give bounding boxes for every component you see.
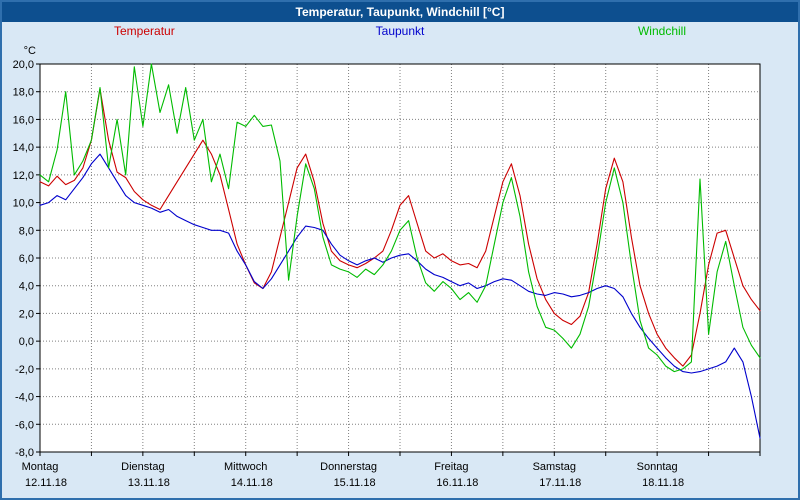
line-chart: 20,0 18,0 16,0 14,0 12,0 10,0 8,0 6,0 4,0 2,0 0,0 -… [13,45,761,489]
svg-text:°C: °C [24,45,36,57]
svg-text:8,0: 8,0 [19,225,34,237]
svg-text:12.11.18: 12.11.18 [25,477,67,489]
svg-text:4,0: 4,0 [19,281,34,293]
svg-text:Montag: Montag [22,461,59,473]
svg-text:18.11.18: 18.11.18 [642,477,684,489]
svg-text:14,0: 14,0 [13,142,34,154]
svg-text:Mittwoch: Mittwoch [224,461,267,473]
svg-text:6,0: 6,0 [19,253,34,265]
svg-text:-4,0: -4,0 [15,392,34,404]
svg-text:Dienstag: Dienstag [121,461,164,473]
svg-text:-6,0: -6,0 [15,419,34,431]
svg-text:Donnerstag: Donnerstag [320,461,377,473]
page-title: Temperatur, Taupunkt, Windchill [°C] [2,2,798,22]
svg-text:15.11.18: 15.11.18 [334,477,376,489]
svg-text:Freitag: Freitag [434,461,468,473]
svg-text:17.11.18: 17.11.18 [539,477,581,489]
svg-text:18,0: 18,0 [13,87,34,99]
svg-text:-8,0: -8,0 [15,447,34,459]
svg-text:20,0: 20,0 [13,59,34,71]
svg-text:-2,0: -2,0 [15,364,34,376]
legend: Temperatur Taupunkt Windchill [2,24,798,40]
svg-text:12,0: 12,0 [13,170,34,182]
legend-item-temperatur: Temperatur [114,24,175,38]
svg-text:Samstag: Samstag [533,461,576,473]
svg-text:14.11.18: 14.11.18 [231,477,273,489]
svg-text:16,0: 16,0 [13,114,34,126]
svg-text:2,0: 2,0 [19,308,34,320]
svg-text:10,0: 10,0 [13,198,34,210]
legend-item-windchill: Windchill [637,24,686,38]
legend-item-taupunkt: Taupunkt [375,24,425,38]
svg-text:16.11.18: 16.11.18 [436,477,478,489]
svg-text:13.11.18: 13.11.18 [128,477,170,489]
svg-text:Sonntag: Sonntag [637,461,678,473]
svg-text:0,0: 0,0 [19,336,34,348]
